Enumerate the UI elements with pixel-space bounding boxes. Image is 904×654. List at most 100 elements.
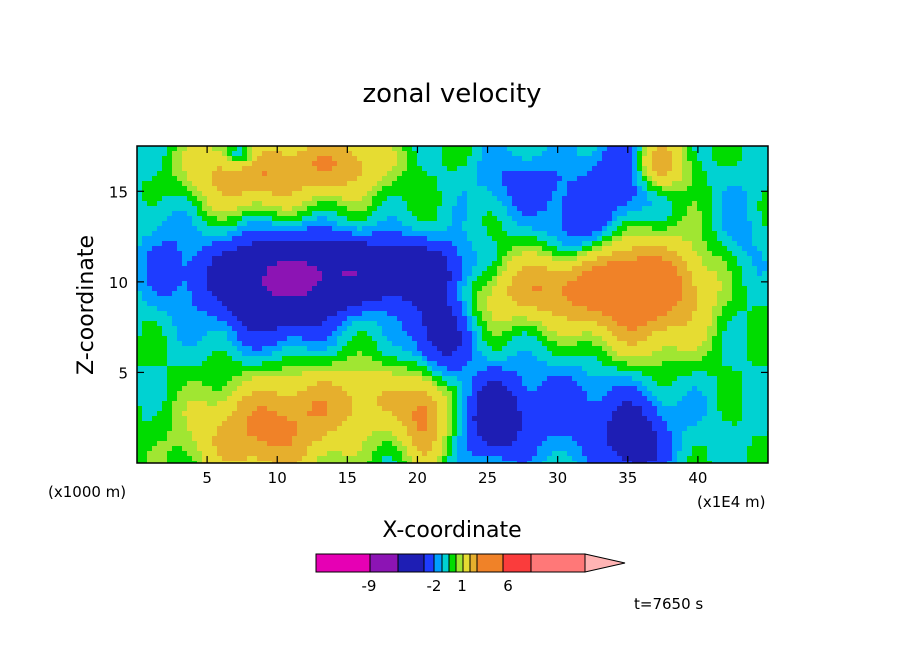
contour-cell — [467, 301, 472, 306]
contour-cell — [452, 171, 457, 176]
contour-cell — [657, 296, 662, 301]
contour-cell — [447, 291, 452, 296]
contour-cell — [692, 326, 697, 331]
contour-cell — [442, 336, 447, 341]
contour-cell — [737, 291, 742, 296]
contour-cell — [157, 341, 162, 346]
contour-cell — [332, 336, 337, 341]
contour-cell — [662, 241, 667, 246]
contour-cell — [742, 326, 747, 331]
contour-cell — [147, 326, 152, 331]
contour-cell — [602, 301, 607, 306]
contour-cell — [597, 296, 602, 301]
contour-cell — [267, 176, 272, 181]
contour-cell — [197, 216, 202, 221]
contour-cell — [297, 171, 302, 176]
contour-cell — [602, 236, 607, 241]
contour-cell — [247, 216, 252, 221]
contour-cell — [522, 276, 527, 281]
contour-cell — [347, 286, 352, 291]
contour-cell — [707, 186, 712, 191]
contour-cell — [242, 261, 247, 266]
contour-cell — [397, 316, 402, 321]
contour-cell — [162, 206, 167, 211]
contour-cell — [367, 211, 372, 216]
contour-cell — [177, 181, 182, 186]
contour-cell — [382, 221, 387, 226]
contour-cell — [202, 326, 207, 331]
contour-cell — [182, 276, 187, 281]
contour-cell — [442, 236, 447, 241]
contour-cell — [622, 256, 627, 261]
contour-cell — [497, 321, 502, 326]
contour-cell — [577, 231, 582, 236]
contour-cell — [642, 241, 647, 246]
contour-cell — [757, 231, 762, 236]
contour-cell — [332, 326, 337, 331]
contour-cell — [177, 306, 182, 311]
contour-cell — [142, 196, 147, 201]
contour-cell — [567, 321, 572, 326]
contour-cell — [257, 251, 262, 256]
contour-cell — [627, 221, 632, 226]
contour-cell — [692, 201, 697, 206]
contour-cell — [197, 241, 202, 246]
contour-cell — [477, 161, 482, 166]
contour-cell — [312, 336, 317, 341]
contour-cell — [712, 241, 717, 246]
contour-cell — [632, 236, 637, 241]
contour-cell — [152, 146, 157, 151]
contour-cell — [287, 146, 292, 151]
contour-cell — [582, 226, 587, 231]
contour-cell — [367, 271, 372, 276]
contour-cell — [587, 146, 592, 151]
contour-cell — [762, 241, 767, 246]
contour-cell — [657, 151, 662, 156]
contour-cell — [562, 246, 567, 251]
contour-cell — [577, 166, 582, 171]
contour-cell — [632, 266, 637, 271]
contour-cell — [192, 171, 197, 176]
contour-cell — [687, 306, 692, 311]
contour-cell — [237, 186, 242, 191]
contour-cell — [367, 171, 372, 176]
contour-cell — [377, 286, 382, 291]
contour-cell — [582, 231, 587, 236]
contour-cell — [212, 186, 217, 191]
contour-cell — [147, 186, 152, 191]
contour-cell — [547, 221, 552, 226]
contour-cell — [457, 146, 462, 151]
contour-cell — [497, 311, 502, 316]
contour-cell — [412, 276, 417, 281]
contour-cell — [407, 266, 412, 271]
contour-cell — [292, 266, 297, 271]
contour-cell — [647, 201, 652, 206]
contour-cell — [252, 271, 257, 276]
contour-cell — [687, 216, 692, 221]
contour-cell — [187, 196, 192, 201]
contour-cell — [487, 301, 492, 306]
contour-cell — [537, 251, 542, 256]
contour-cell — [282, 296, 287, 301]
contour-cell — [747, 236, 752, 241]
contour-cell — [172, 191, 177, 196]
contour-cell — [252, 151, 257, 156]
contour-cell — [692, 261, 697, 266]
contour-cell — [542, 331, 547, 336]
contour-cell — [297, 336, 302, 341]
contour-cell — [632, 246, 637, 251]
contour-cell — [287, 201, 292, 206]
contour-cell — [452, 216, 457, 221]
contour-cell — [337, 326, 342, 331]
contour-cell — [187, 221, 192, 226]
contour-cell — [342, 241, 347, 246]
contour-cell — [732, 306, 737, 311]
contour-cell — [302, 221, 307, 226]
contour-cell — [747, 326, 752, 331]
contour-cell — [362, 226, 367, 231]
contour-cell — [602, 181, 607, 186]
contour-cell — [382, 161, 387, 166]
contour-cell — [207, 276, 212, 281]
contour-cell — [377, 216, 382, 221]
contour-cell — [512, 246, 517, 251]
